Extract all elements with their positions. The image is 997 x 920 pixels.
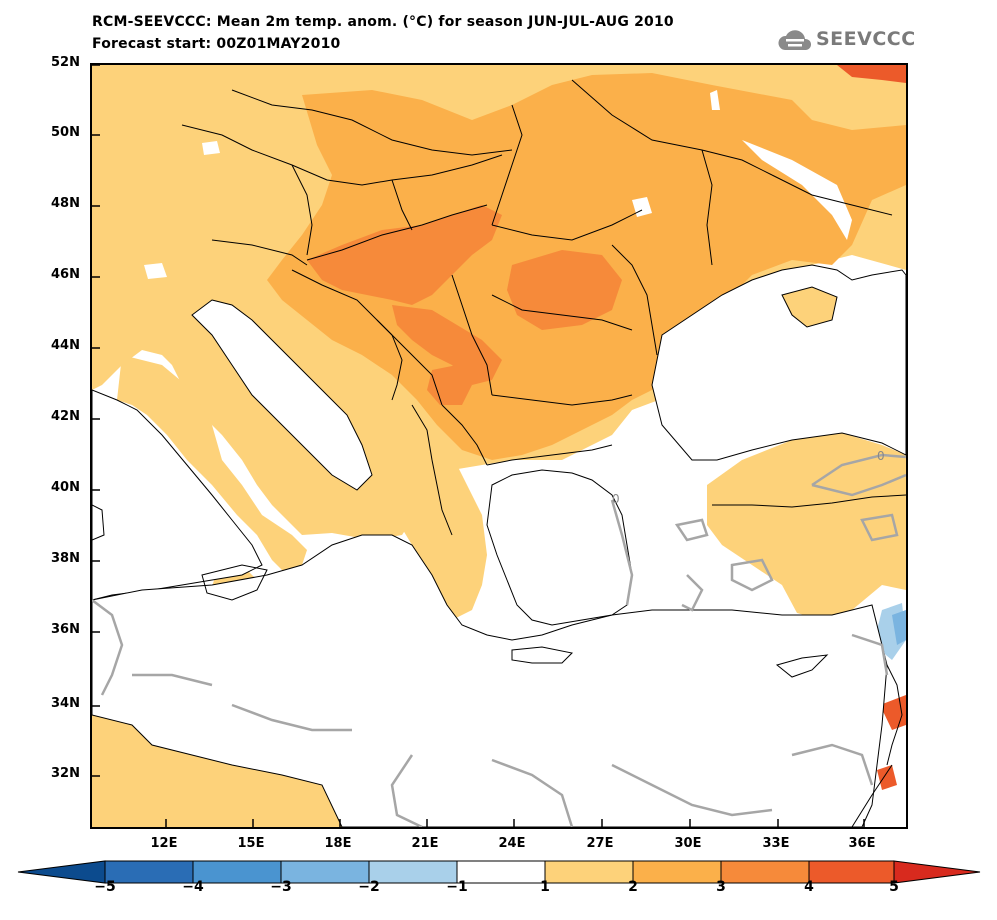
lat-label-42n: 42N	[51, 409, 80, 424]
colorbar-arrow-right	[894, 861, 980, 883]
crimea	[781, 286, 838, 328]
lon-label-15e: 15E	[237, 836, 265, 851]
colorbar	[17, 860, 981, 884]
island-outline	[92, 504, 105, 541]
lat-label-48n: 48N	[51, 196, 80, 211]
lon-label-12e: 12E	[150, 836, 178, 851]
white-patch-5	[710, 90, 720, 110]
colorbar-label-minus5: −5	[94, 879, 116, 895]
lat-label-36n: 36N	[51, 622, 80, 637]
lon-label-36e: 36E	[848, 836, 876, 851]
country-borders	[181, 79, 906, 827]
anomaly-region-romania-core	[507, 250, 622, 330]
colorbar-label-minus1: −1	[446, 879, 468, 895]
lat-label-46n: 46N	[51, 267, 80, 282]
contour-label-2: 0	[612, 492, 620, 506]
colorbar-label-5: 5	[889, 879, 899, 895]
temperature-anomaly-map: 0 0	[92, 65, 906, 827]
lat-label-34n: 34N	[51, 696, 80, 711]
colorbar-arrow-left	[18, 861, 105, 883]
forecast-start-subtitle: Forecast start: 00Z01MAY2010	[92, 36, 341, 52]
anomaly-region-4to5	[837, 65, 906, 83]
crete	[511, 646, 574, 664]
contour-label-1: 0	[877, 449, 885, 463]
lon-label-18e: 18E	[324, 836, 352, 851]
anomaly-region-3to4-south	[392, 305, 502, 385]
lon-label-24e: 24E	[498, 836, 526, 851]
colorbar-label-minus3: −3	[270, 879, 292, 895]
lat-label-50n: 50N	[51, 125, 80, 140]
colorbar-label-4: 4	[804, 879, 814, 895]
anomaly-region-cool-2	[892, 610, 906, 645]
lat-label-52n: 52N	[51, 55, 80, 70]
zero-contours	[92, 453, 906, 827]
lat-label-38n: 38N	[51, 551, 80, 566]
map-panel: 0 0	[90, 63, 908, 829]
aegean-sea	[486, 469, 633, 626]
colorbar-label-2: 2	[628, 879, 638, 895]
cloud-logo-icon	[778, 30, 812, 50]
lon-label-21e: 21E	[411, 836, 439, 851]
tick-marks	[92, 65, 865, 827]
colorbar-label-minus4: −4	[182, 879, 204, 895]
lat-label-40n: 40N	[51, 480, 80, 495]
anomaly-region-levant-red-2	[877, 765, 897, 790]
lon-label-30e: 30E	[674, 836, 702, 851]
colorbar-label-3: 3	[716, 879, 726, 895]
black-sea	[651, 264, 906, 461]
lon-label-27e: 27E	[586, 836, 614, 851]
anomaly-region-3to4	[307, 205, 502, 305]
anomaly-region-balkans	[377, 395, 487, 620]
white-patch-1	[202, 141, 220, 155]
sicily-outline	[201, 564, 268, 601]
anomaly-region-italy	[117, 355, 307, 575]
lat-label-32n: 32N	[51, 766, 80, 781]
lon-label-33e: 33E	[762, 836, 790, 851]
cyprus	[775, 654, 829, 678]
white-patch-4	[742, 140, 852, 240]
anomaly-region-anatolia	[707, 433, 906, 620]
lat-label-44n: 44N	[51, 338, 80, 353]
chart-title: RCM-SEEVCCC: Mean 2m temp. anom. (°C) fo…	[92, 14, 674, 30]
logo-text: SEEVCCC	[816, 28, 916, 50]
white-patch-3	[144, 263, 167, 279]
seevccc-logo: SEEVCCC	[776, 22, 916, 58]
adriatic-sea	[191, 299, 373, 491]
colorbar-label-minus2: −2	[358, 879, 380, 895]
colorbar-label-1: 1	[540, 879, 550, 895]
anomaly-region-libya	[92, 715, 342, 827]
